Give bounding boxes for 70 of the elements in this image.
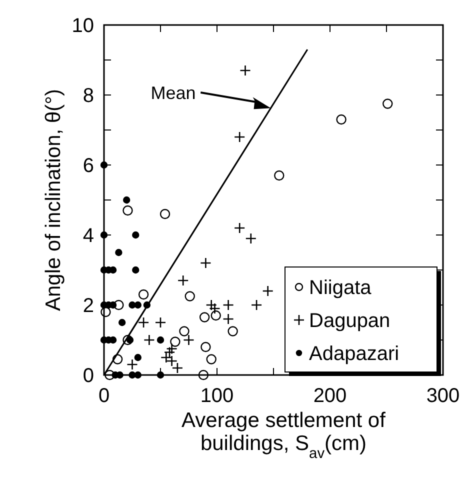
point bbox=[200, 342, 211, 352]
point bbox=[199, 312, 210, 322]
point bbox=[115, 248, 122, 256]
point bbox=[166, 343, 178, 354]
point bbox=[183, 334, 194, 346]
x-tick-label: 300 bbox=[426, 385, 460, 407]
point bbox=[132, 266, 140, 274]
point bbox=[118, 318, 126, 326]
y-tick-label: 2 bbox=[82, 295, 94, 317]
point bbox=[126, 358, 138, 370]
point bbox=[245, 232, 257, 244]
point bbox=[382, 98, 393, 109]
point bbox=[144, 334, 155, 346]
annotation: Mean bbox=[150, 83, 196, 104]
y-tick-label: 10 bbox=[72, 15, 94, 37]
point bbox=[100, 231, 108, 239]
point bbox=[177, 274, 189, 286]
point bbox=[170, 336, 180, 347]
y-axis-title: Angle of inclination, θ(°) bbox=[42, 88, 65, 312]
point bbox=[100, 306, 111, 318]
point bbox=[206, 299, 217, 311]
legend-label: Adapazari bbox=[309, 343, 400, 365]
point bbox=[114, 300, 124, 310]
y-tick-label: 4 bbox=[82, 225, 94, 247]
point bbox=[336, 114, 346, 125]
point bbox=[138, 316, 150, 328]
y-tick-label: 0 bbox=[82, 365, 94, 387]
point bbox=[164, 346, 176, 358]
point bbox=[156, 336, 164, 344]
point bbox=[134, 301, 142, 309]
point bbox=[200, 257, 212, 269]
point bbox=[134, 371, 142, 379]
point bbox=[156, 371, 164, 379]
x-tick-label: 200 bbox=[313, 385, 347, 407]
point bbox=[126, 336, 134, 344]
legend-label: Niigata bbox=[309, 277, 372, 299]
point bbox=[128, 371, 136, 379]
point bbox=[234, 131, 246, 143]
point bbox=[154, 316, 166, 328]
point bbox=[274, 170, 284, 181]
point bbox=[122, 205, 133, 216]
point bbox=[240, 64, 251, 76]
point bbox=[234, 222, 246, 234]
point bbox=[132, 231, 140, 239]
point bbox=[122, 334, 133, 346]
point bbox=[179, 326, 190, 336]
x-axis-title: Average settlement of buildings, S$_{av}$(cm) bbox=[182, 409, 386, 462]
point bbox=[198, 370, 209, 380]
point bbox=[104, 370, 115, 380]
point bbox=[100, 161, 108, 169]
point bbox=[138, 289, 149, 300]
point bbox=[123, 196, 130, 204]
point bbox=[222, 313, 234, 325]
point bbox=[160, 208, 170, 220]
point bbox=[134, 354, 142, 362]
point bbox=[112, 354, 123, 364]
y-tick-label: 8 bbox=[82, 85, 94, 107]
point bbox=[209, 302, 220, 314]
point bbox=[222, 299, 234, 311]
point bbox=[262, 285, 274, 297]
point bbox=[228, 326, 238, 336]
x-tick-label: 100 bbox=[200, 385, 234, 407]
point bbox=[206, 354, 216, 364]
point bbox=[128, 301, 136, 309]
y-tick-label: 6 bbox=[82, 155, 94, 177]
legend-label: Dagupan bbox=[309, 310, 390, 332]
point bbox=[250, 299, 262, 311]
point bbox=[184, 291, 195, 302]
x-tick-label: 0 bbox=[98, 385, 110, 407]
point bbox=[210, 310, 221, 321]
